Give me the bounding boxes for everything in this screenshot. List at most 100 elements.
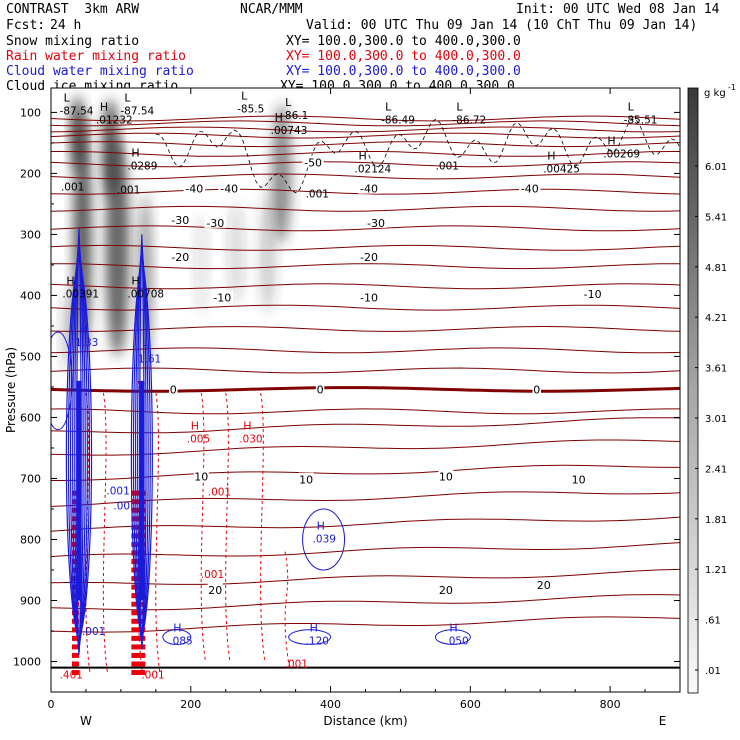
rain-core bbox=[131, 627, 146, 633]
isotherm-label: 20 bbox=[208, 584, 222, 597]
cloud-water-contour bbox=[69, 246, 88, 647]
rain-core bbox=[71, 652, 79, 658]
rain-core bbox=[131, 661, 146, 667]
isotherm-label-bg bbox=[169, 249, 192, 262]
y-tick-label: 800 bbox=[20, 533, 41, 546]
extremum-mark: L bbox=[124, 91, 131, 104]
extremum-mark: H bbox=[173, 622, 181, 635]
isotherm-label: -30 bbox=[367, 217, 385, 230]
colorbar-tick-label: 3.61 bbox=[705, 364, 727, 375]
extremum-value: .00425 bbox=[543, 163, 580, 175]
fcst-value: 24 h bbox=[50, 18, 82, 33]
title-left: CONTRAST 3km ARW bbox=[6, 2, 140, 17]
cloud-water-contour bbox=[302, 508, 346, 571]
isotherm-label-bg bbox=[315, 382, 325, 395]
cloud-water-contour bbox=[65, 258, 93, 642]
field-label-snow: Snow mixing ratio bbox=[6, 34, 140, 49]
isotherm-label-bg bbox=[302, 155, 324, 168]
isotherm-label: 20 bbox=[537, 579, 551, 592]
extremum-value: .001 bbox=[285, 659, 308, 671]
valid-time: Valid: 00 UTC Thu 09 Jan 14 (10 ChT Thu … bbox=[306, 18, 698, 33]
isotherm-label-bg bbox=[438, 469, 454, 482]
colorbar-tick-label: .61 bbox=[705, 616, 721, 627]
fcst-label: Fcst: bbox=[6, 18, 46, 33]
isotherm-label-bg bbox=[518, 181, 541, 194]
isotherm-line bbox=[51, 491, 680, 507]
isotherm-label-bg bbox=[571, 472, 587, 485]
isotherm-label: -10 bbox=[360, 291, 378, 304]
isotherm-line bbox=[51, 225, 680, 232]
extremum-value: .001 bbox=[117, 185, 140, 197]
extremum-value: .001 bbox=[201, 569, 224, 581]
extremum-mark: H bbox=[100, 101, 108, 114]
cloud-water-contour bbox=[288, 629, 332, 645]
colorbar-tick-label: 2.41 bbox=[705, 464, 727, 475]
isotherm-label: -40 bbox=[521, 183, 539, 196]
extremum-value: .030 bbox=[239, 434, 262, 446]
isotherm-label: 0 bbox=[533, 383, 540, 396]
cloud-water-contour bbox=[137, 240, 147, 647]
colorbar-tick-label: 1.81 bbox=[705, 515, 727, 526]
extremum-mark: H bbox=[131, 274, 139, 287]
extremum-mark: L bbox=[241, 90, 248, 103]
rain-core bbox=[71, 670, 79, 676]
rain-core bbox=[131, 644, 146, 650]
cloud-water-contour bbox=[162, 629, 192, 645]
extremum-value: .001 bbox=[436, 160, 459, 172]
isotherm-line bbox=[51, 325, 680, 332]
extremum-value: .039 bbox=[313, 534, 336, 546]
y-tick-label: 200 bbox=[20, 167, 41, 180]
cloud-water-contour bbox=[72, 240, 86, 650]
cloud-water-contour bbox=[434, 629, 471, 645]
isotherm-line bbox=[51, 367, 680, 374]
colorbar-tick-label: 3.01 bbox=[705, 414, 727, 425]
extremum-value: -85.51 bbox=[624, 115, 658, 127]
rain-core bbox=[131, 584, 146, 590]
extremum-value: -86.72 bbox=[452, 115, 486, 127]
extremum-mark: H bbox=[79, 323, 87, 336]
rain-core bbox=[71, 627, 79, 633]
isotherm-label: 20 bbox=[439, 584, 453, 597]
east-label: E bbox=[659, 714, 667, 728]
isotherm-label-bg bbox=[183, 181, 206, 194]
colorbar-tick-label: 4.81 bbox=[705, 263, 727, 274]
isotherm-line bbox=[51, 141, 680, 148]
extremum-mark: L bbox=[628, 101, 635, 114]
extremum-value: .0289 bbox=[127, 160, 157, 172]
isotherm-line bbox=[51, 115, 680, 122]
extremum-value: .120 bbox=[306, 636, 329, 648]
extremum-value: .001 bbox=[82, 626, 105, 638]
cloud-water-contour bbox=[67, 252, 91, 646]
rain-core bbox=[71, 635, 79, 641]
isotherm-label-bg bbox=[358, 181, 380, 194]
snow-plume bbox=[259, 192, 276, 313]
isotherm-line bbox=[51, 205, 680, 212]
extremum-value: -87.54 bbox=[60, 105, 94, 117]
isotherm-line bbox=[51, 151, 680, 157]
isotherm-label-bg bbox=[532, 382, 541, 395]
isotherm-label: -30 bbox=[206, 217, 224, 230]
colorbar-unit: g kg bbox=[704, 88, 726, 99]
colorbar-tick-label: 5.41 bbox=[705, 212, 727, 223]
isotherm-label-bg bbox=[358, 290, 380, 303]
isotherm-label: -50 bbox=[304, 156, 322, 169]
field-xy-snow: XY= 100.0,300.0 to 400.0,300.0 bbox=[286, 34, 521, 49]
rain-core bbox=[71, 490, 79, 496]
cloud-water-contour bbox=[139, 234, 145, 650]
isotherm-line bbox=[51, 132, 680, 139]
field-label-rain: Rain water mixing ratio bbox=[6, 49, 187, 64]
y-tick-label: 900 bbox=[20, 594, 41, 607]
isotherm-line bbox=[51, 439, 680, 456]
isotherm-line bbox=[51, 173, 680, 180]
rain-core bbox=[71, 661, 79, 667]
isotherm-line bbox=[51, 542, 680, 558]
colorbar-tick-label: .01 bbox=[705, 666, 721, 677]
extremum-mark: H bbox=[607, 135, 615, 148]
isotherm-label-bg bbox=[581, 287, 604, 300]
y-tick-label: 700 bbox=[20, 472, 41, 485]
y-tick-label: 500 bbox=[20, 350, 41, 363]
extremum-mark: H bbox=[359, 149, 367, 162]
extremum-mark: L bbox=[456, 101, 463, 114]
